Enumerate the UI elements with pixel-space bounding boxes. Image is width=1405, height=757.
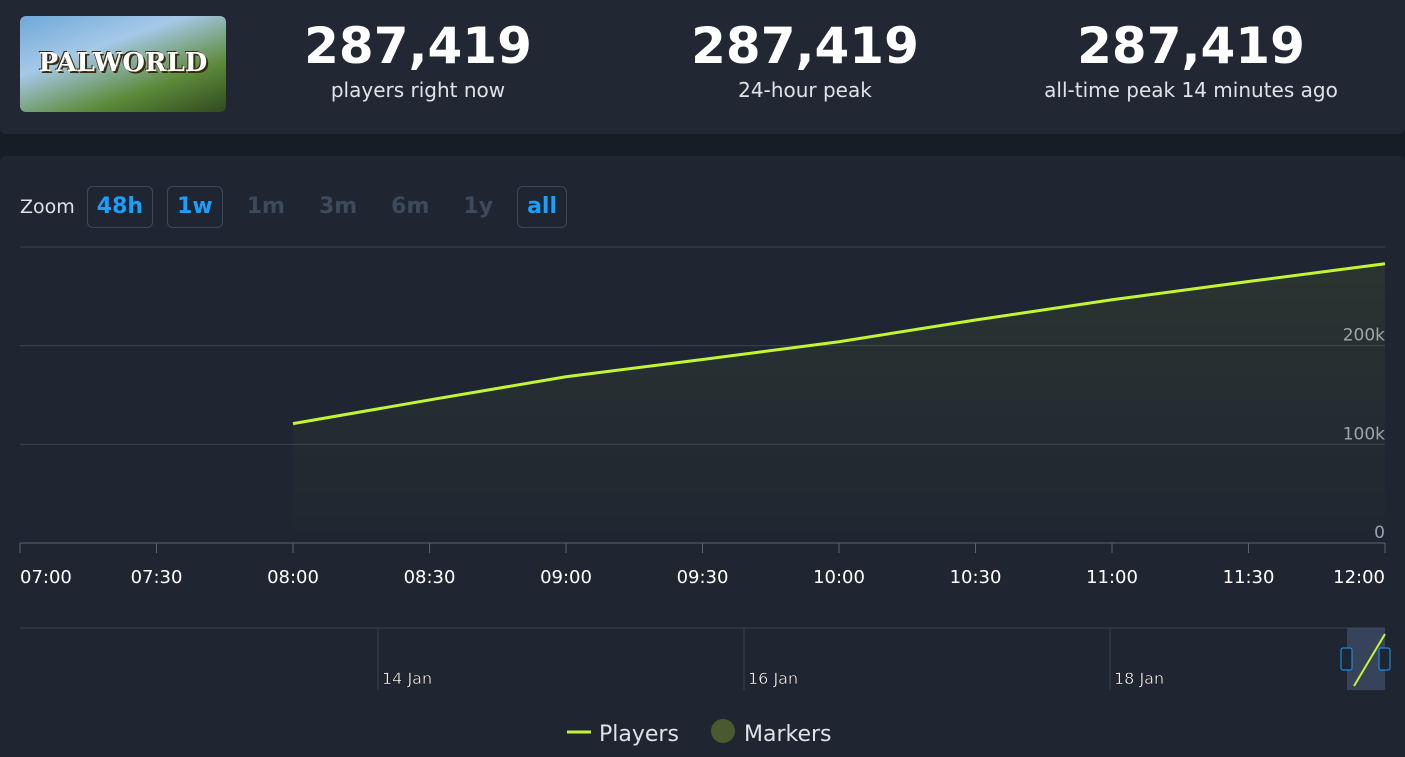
x-tick-label: 07:00 xyxy=(20,567,72,588)
x-tick-label: 11:00 xyxy=(1086,567,1138,588)
zoom-button[interactable]: 48h xyxy=(86,186,154,228)
x-tick-label: 09:00 xyxy=(540,567,592,588)
x-tick-label: 12:00 xyxy=(1333,567,1385,588)
logo-text: PALWORLD xyxy=(38,48,208,78)
legend-swatch xyxy=(711,719,735,743)
x-tick-label: 11:30 xyxy=(1223,567,1275,588)
navigator-label: 18 Jan xyxy=(1114,669,1164,688)
x-tick-label: 08:00 xyxy=(267,567,319,588)
stat-label: 24-hour peak xyxy=(738,78,872,102)
game-logo: PALWORLD xyxy=(20,16,226,112)
x-tick-label: 10:30 xyxy=(950,567,1002,588)
zoom-button[interactable]: 6m xyxy=(391,194,430,219)
x-tick-label: 10:00 xyxy=(813,567,865,588)
legend-label[interactable]: Markers xyxy=(744,722,832,747)
zoom-bar: Zoom 48h 1w 1m 3m 6m 1y all xyxy=(20,186,575,228)
stat: 287,419 all-time peak 14 minutes ago xyxy=(1001,14,1381,102)
stat-label: all-time peak 14 minutes ago xyxy=(1044,78,1338,102)
zoom-label: Zoom xyxy=(20,196,75,218)
stat: 287,419 players right now xyxy=(228,14,608,102)
zoom-button[interactable]: 1y xyxy=(463,194,494,219)
header: PALWORLD xyxy=(0,0,1405,134)
navigator-handle[interactable] xyxy=(1340,647,1353,671)
stat-value: 287,419 xyxy=(691,17,919,75)
stat-label: players right now xyxy=(330,78,506,102)
stat-value: 287,419 xyxy=(304,17,532,75)
zoom-button[interactable]: 3m xyxy=(318,194,358,219)
x-tick-label: 09:30 xyxy=(677,567,729,588)
stat-value: 287,419 xyxy=(1077,17,1305,75)
legend-label[interactable]: Players xyxy=(599,722,679,747)
stat: 287,419 24-hour peak xyxy=(615,14,995,102)
x-tick-label: 08:30 xyxy=(404,567,456,588)
navigator-label: 14 Jan xyxy=(382,669,432,688)
zoom-button[interactable]: 1w xyxy=(167,186,223,228)
x-tick-label: 07:30 xyxy=(131,567,183,588)
zoom-button[interactable]: all xyxy=(517,186,567,228)
navigator-label: 16 Jan xyxy=(748,669,798,688)
navigator-line xyxy=(1353,633,1386,687)
zoom-button[interactable]: 1m xyxy=(246,194,285,219)
line xyxy=(292,262,1386,426)
area xyxy=(293,263,1385,543)
navigator-handle[interactable] xyxy=(1378,647,1391,671)
